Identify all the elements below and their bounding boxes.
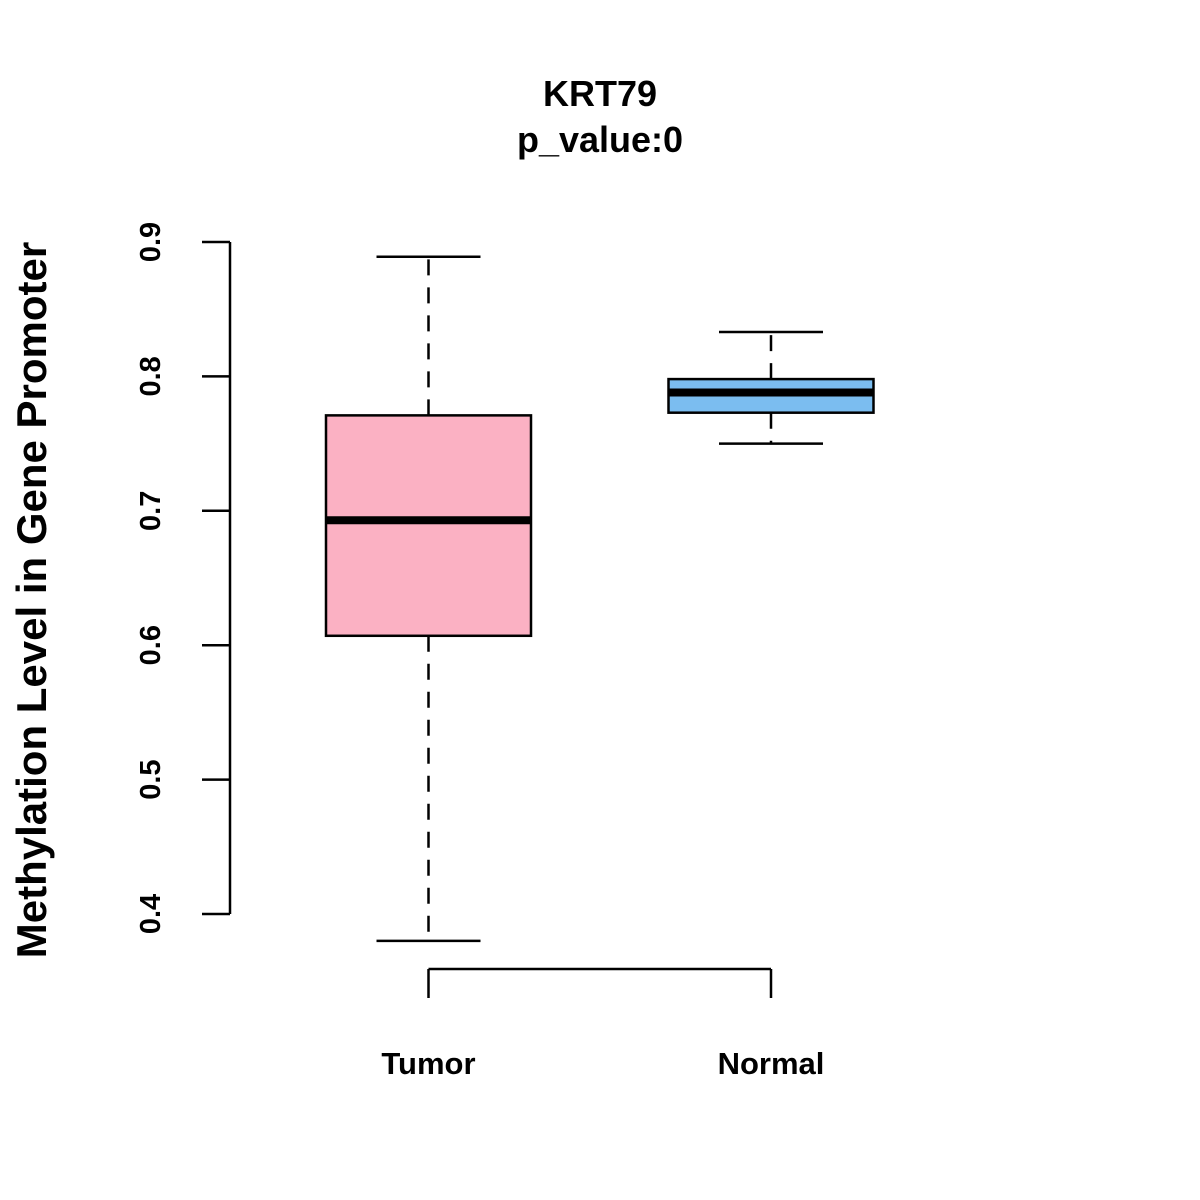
- y-tick-label: 0.6: [135, 625, 167, 665]
- y-tick-label: 0.9: [135, 222, 167, 262]
- y-tick-label: 0.8: [135, 356, 167, 396]
- chart-subtitle: p_value:0: [517, 119, 683, 160]
- x-axis: Tumor Normal: [381, 967, 825, 1081]
- boxes-group: [324, 255, 875, 943]
- x-tick-label-normal: Normal: [718, 1046, 825, 1081]
- y-tick-label: 0.7: [135, 491, 167, 531]
- y-tick-label: 0.5: [135, 759, 167, 799]
- iqr-box-tumor: [324, 414, 533, 638]
- chart-title: KRT79: [543, 73, 657, 114]
- y-axis: 0.4 0.5 0.6 0.7 0.8 0.9: [135, 222, 232, 934]
- y-axis-label: Methylation Level in Gene Promoter: [8, 242, 55, 958]
- x-tick-label-tumor: Tumor: [381, 1046, 475, 1081]
- box-tumor: [324, 255, 533, 943]
- box-normal: [667, 330, 875, 445]
- y-tick-label: 0.4: [135, 894, 167, 934]
